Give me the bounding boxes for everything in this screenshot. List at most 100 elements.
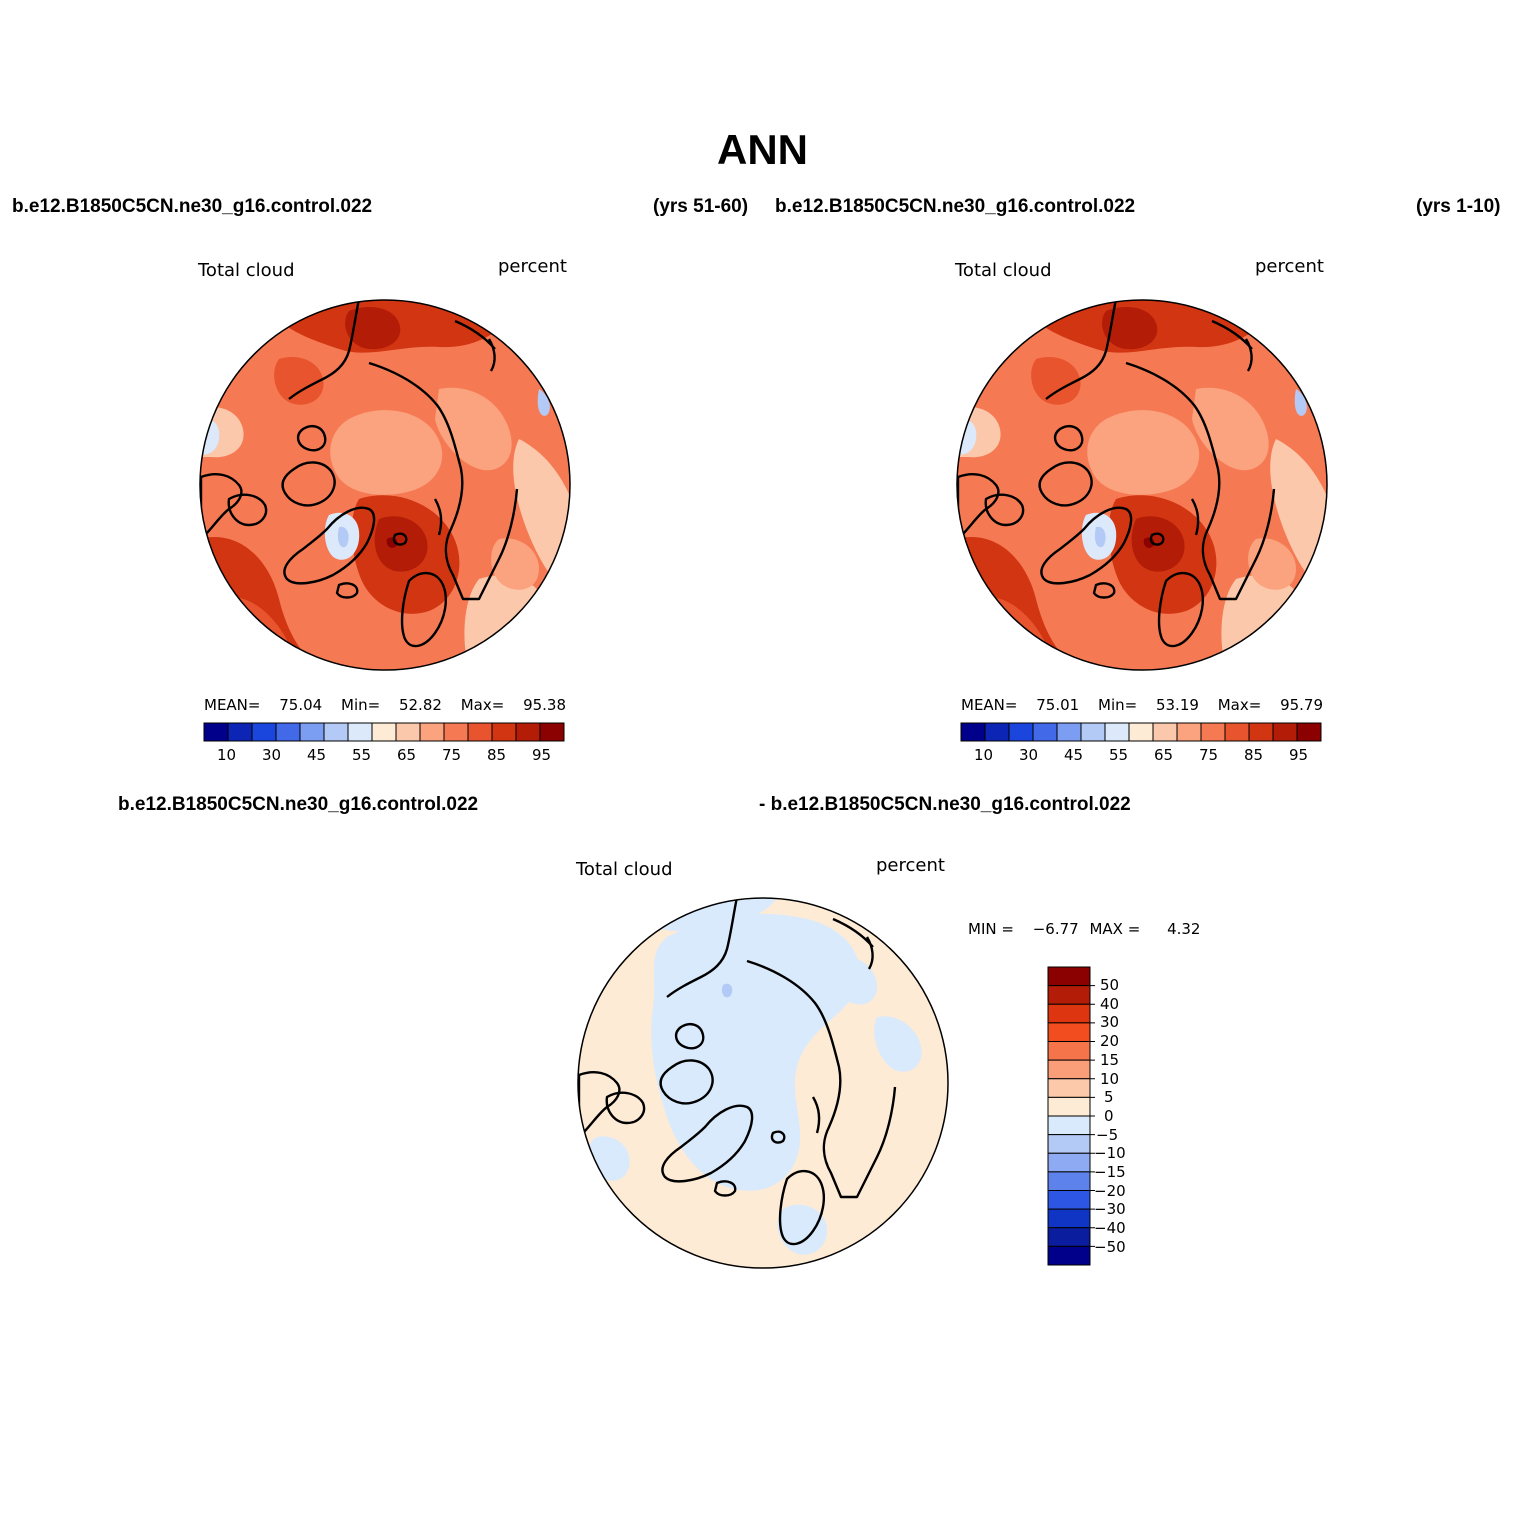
coastline xyxy=(487,338,496,372)
coastline xyxy=(392,532,408,546)
colorbar-swatch xyxy=(1047,1171,1091,1191)
tick-label: −40 xyxy=(1094,1219,1126,1238)
coastline xyxy=(1053,425,1084,452)
colorbar-swatch xyxy=(1176,722,1202,742)
coastline xyxy=(288,300,361,400)
cloud-contour xyxy=(1094,526,1106,548)
cloud-contour xyxy=(274,357,324,405)
coastline xyxy=(713,1180,737,1197)
colorbar-swatch xyxy=(299,722,325,742)
colorbar-swatch xyxy=(419,722,445,742)
colorbar-swatch xyxy=(1047,966,1091,987)
colorbar-swatch xyxy=(1047,985,1091,1005)
cloud-contour xyxy=(537,389,550,416)
colorbar-swatch xyxy=(227,722,253,742)
tick-label: 55 xyxy=(1109,746,1129,764)
tick-label: −5 xyxy=(1096,1125,1119,1144)
max-value: 95.38 xyxy=(523,696,567,714)
max-value: 95.79 xyxy=(1280,696,1324,714)
top-right-colorbar-ticks: 10 30 45 55 65 75 85 95 xyxy=(960,746,1322,766)
tick-label: 95 xyxy=(1289,746,1309,764)
min-label: Min= xyxy=(1098,696,1138,714)
coastline xyxy=(659,1059,714,1105)
coastline xyxy=(984,493,1025,527)
coastline xyxy=(1045,300,1118,400)
colorbar-swatch xyxy=(443,722,469,742)
cloud-diff-contour xyxy=(874,1016,922,1072)
tick-label: 55 xyxy=(352,746,372,764)
tick-label: 30 xyxy=(1100,1013,1120,1032)
cloud-contour xyxy=(337,526,349,548)
coastline xyxy=(746,959,897,1199)
tick-label: 95 xyxy=(532,746,552,764)
tick-label: 85 xyxy=(487,746,507,764)
difference-colorbar-ticks: 50 40 30 20 15 10 5 0 −5 −10 −15 −20 −30… xyxy=(1094,976,1144,1266)
colorbar-swatch xyxy=(1248,722,1274,742)
tick-label: 40 xyxy=(1100,994,1120,1013)
tick-label: 65 xyxy=(1154,746,1174,764)
tick-label: 85 xyxy=(1244,746,1264,764)
colorbar-swatch xyxy=(1296,722,1322,742)
difference-stats: MIN = −6.77 MAX = 4.32 xyxy=(968,920,1200,938)
colorbar-swatch xyxy=(251,722,277,742)
min-label: Min= xyxy=(341,696,381,714)
colorbar-swatch xyxy=(395,722,421,742)
colorbar-swatch xyxy=(1047,1134,1091,1154)
colorbar-swatch xyxy=(1104,722,1130,742)
mean-label: MEAN= xyxy=(204,696,261,714)
max-value: 4.32 xyxy=(1167,920,1201,938)
top-left-stats: MEAN= 75.04 Min= 52.82 Max= 95.38 xyxy=(204,696,566,714)
coastline xyxy=(227,493,268,527)
min-value: 53.19 xyxy=(1155,696,1199,714)
coastline xyxy=(400,572,447,648)
tick-label: 10 xyxy=(974,746,994,764)
top-left-units: percent xyxy=(498,256,567,277)
top-right-case-title: b.e12.B1850C5CN.ne30_g16.control.022 xyxy=(775,196,1136,217)
colorbar-swatch xyxy=(1047,1208,1091,1229)
colorbar-swatch xyxy=(1047,1227,1091,1247)
coastline xyxy=(368,361,519,601)
colorbar-swatch xyxy=(275,722,301,742)
coastline xyxy=(200,473,243,537)
tick-label: 10 xyxy=(217,746,237,764)
colorbar-swatch xyxy=(1224,722,1250,742)
difference-variable: Total cloud xyxy=(576,859,673,880)
top-right-variable: Total cloud xyxy=(955,260,1052,281)
coastline xyxy=(335,582,359,599)
min-value: 52.82 xyxy=(398,696,442,714)
colorbar-swatch xyxy=(1047,1096,1091,1117)
colorbar-swatch xyxy=(539,722,565,742)
tick-label: 45 xyxy=(307,746,327,764)
colorbar-swatch xyxy=(1152,722,1178,742)
cloud-contour xyxy=(464,575,549,670)
coastline xyxy=(1149,532,1165,546)
coastline xyxy=(661,1104,754,1183)
colorbar-swatch xyxy=(467,722,493,742)
tick-label: 15 xyxy=(1100,1050,1120,1069)
colorbar-swatch xyxy=(984,722,1010,742)
colorbar-swatch xyxy=(1047,1152,1091,1173)
colorbar-swatch xyxy=(371,722,397,742)
colorbar-swatch xyxy=(1047,1078,1091,1098)
cloud-contour xyxy=(345,307,401,350)
coastline xyxy=(1092,582,1116,599)
coastline xyxy=(296,425,327,452)
tick-label: 50 xyxy=(1100,976,1120,994)
cloud-contour xyxy=(1102,307,1158,350)
coastline xyxy=(1190,498,1200,536)
mean-label: MEAN= xyxy=(961,696,1018,714)
colorbar-swatch xyxy=(1008,722,1034,742)
colorbar-swatch xyxy=(1047,1003,1091,1024)
min-label: MIN = xyxy=(968,920,1014,938)
colorbar-swatch xyxy=(1047,1115,1091,1136)
colorbar-swatch xyxy=(491,722,517,742)
min-value: −6.77 xyxy=(1032,920,1079,938)
colorbar-swatch xyxy=(1047,1245,1091,1266)
max-label: Max= xyxy=(460,696,505,714)
coastline xyxy=(666,898,739,998)
coastline xyxy=(605,1091,646,1125)
colorbar-swatch xyxy=(1032,722,1058,742)
colorbar-swatch xyxy=(1128,722,1154,742)
cloud-diff-contour xyxy=(777,1204,828,1255)
coastline xyxy=(1244,338,1253,372)
